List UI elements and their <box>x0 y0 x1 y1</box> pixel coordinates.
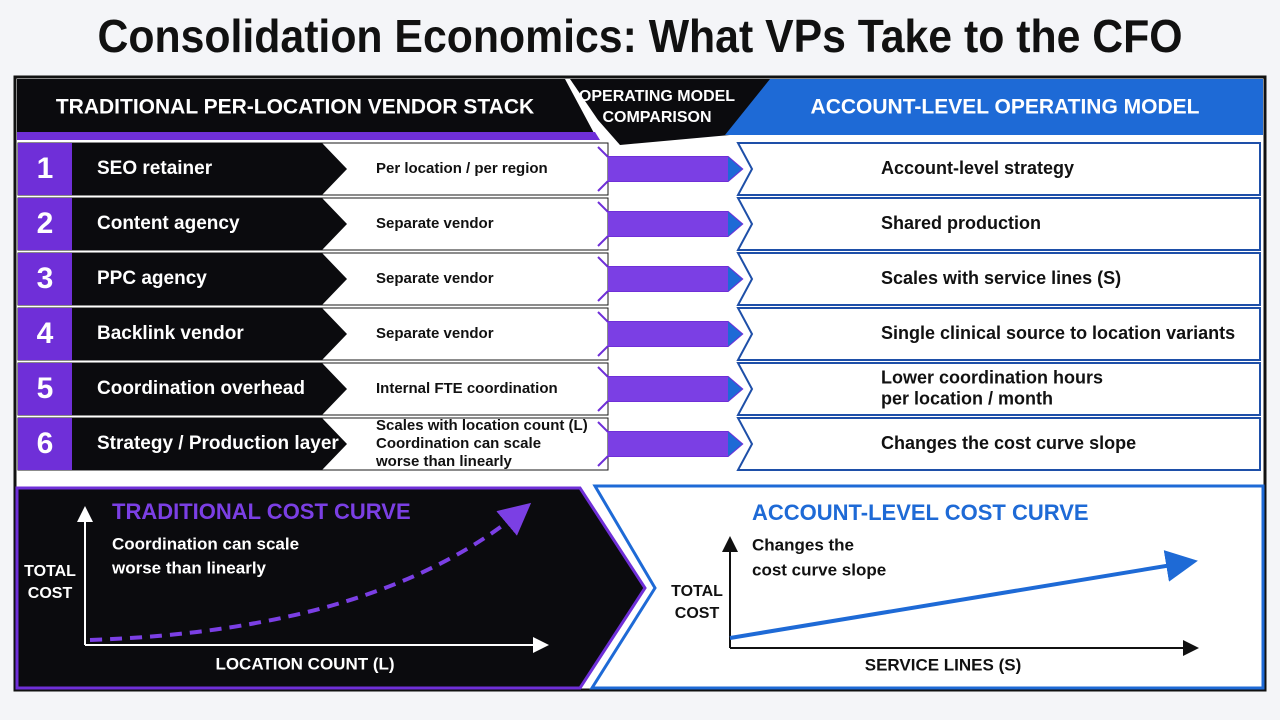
row-name: Coordination overhead <box>97 378 305 399</box>
row-connector-tip <box>728 377 742 401</box>
account-curve-note: cost curve slope <box>752 560 886 579</box>
row-detail: Internal FTE coordination <box>376 380 558 397</box>
row-connector-tip <box>728 212 742 236</box>
row-account-box <box>736 362 1261 416</box>
row-detail: Separate vendor <box>376 270 494 287</box>
row-connector-tip <box>728 322 742 346</box>
row-number: 3 <box>37 262 54 295</box>
y-axis-label: TOTAL <box>24 563 76 580</box>
y-axis-label: COST <box>28 585 73 602</box>
left-header-accent <box>17 132 600 140</box>
row-number-box <box>18 418 72 470</box>
traditional-curve <box>89 502 532 642</box>
row-detail: Separate vendor <box>376 215 494 232</box>
account-curve-title: ACCOUNT-LEVEL COST CURVE <box>752 500 1089 525</box>
left-header-band <box>17 79 595 135</box>
row-account: Single clinical source to location varia… <box>881 323 1235 343</box>
row-connector-bar <box>608 432 728 456</box>
row-connector-bar <box>608 212 728 236</box>
row-number: 2 <box>37 207 54 240</box>
row-detail: Per location / per region <box>376 160 548 177</box>
row-number-box <box>18 253 72 305</box>
row-connector-tip <box>728 267 742 291</box>
row-account-box <box>736 197 1261 251</box>
row-name-chevron <box>72 308 347 360</box>
row-connector-bar <box>608 377 728 401</box>
account-curve-note: Changes the <box>752 535 854 554</box>
row-connector-tip <box>728 432 742 456</box>
row-number: 5 <box>37 372 54 405</box>
row-detail: Coordination can scale <box>376 435 541 452</box>
right-header: ACCOUNT-LEVEL OPERATING MODEL <box>811 96 1200 119</box>
row-account-box <box>736 417 1261 471</box>
row-name: Content agency <box>97 213 240 234</box>
row-number-box <box>18 143 72 195</box>
row-number-box <box>18 198 72 250</box>
center-header-band <box>570 79 775 145</box>
center-header: OPERATING MODEL <box>579 88 735 105</box>
row-connector-bar <box>608 157 728 181</box>
traditional-curve-panel <box>15 486 647 690</box>
right-header-band <box>725 79 1263 135</box>
title: Consolidation Economics: What VPs Take t… <box>98 10 1183 62</box>
row-connector-bar <box>608 322 728 346</box>
row-number: 4 <box>37 317 54 350</box>
row-name: PPC agency <box>97 268 207 289</box>
row-account-box <box>736 307 1261 361</box>
row-number-box <box>18 308 72 360</box>
y-axis-label: COST <box>675 605 720 622</box>
row-account: Lower coordination hours <box>881 367 1103 387</box>
row-name: Backlink vendor <box>97 323 244 344</box>
traditional-curve-title: TRADITIONAL COST CURVE <box>112 499 411 524</box>
row-name: SEO retainer <box>97 158 213 179</box>
row-account: Shared production <box>881 213 1041 233</box>
row-name-chevron <box>72 363 347 415</box>
row-detail: Separate vendor <box>376 325 494 342</box>
row-name-chevron <box>72 143 347 195</box>
row-name: Strategy / Production layer <box>97 433 339 454</box>
row-account: Scales with service lines (S) <box>881 268 1121 288</box>
account-curve <box>729 550 1198 640</box>
traditional-curve-note: worse than linearly <box>111 558 267 577</box>
row-detail: Scales with location count (L) <box>376 417 588 434</box>
row-account: Account-level strategy <box>881 158 1074 178</box>
row-name-chevron <box>72 198 347 250</box>
row-connector-tip <box>728 157 742 181</box>
traditional-curve-note: Coordination can scale <box>112 534 299 553</box>
row-connector-bar <box>608 267 728 291</box>
row-number: 1 <box>37 152 54 185</box>
row-detail: worse than linearly <box>375 453 513 470</box>
x-axis-label: SERVICE LINES (S) <box>865 655 1022 674</box>
row-account: Changes the cost curve slope <box>881 433 1136 453</box>
x-axis-label: LOCATION COUNT (L) <box>215 654 394 673</box>
left-header: TRADITIONAL PER-LOCATION VENDOR STACK <box>56 96 534 119</box>
y-axis-label: TOTAL <box>671 583 723 600</box>
row-account: per location / month <box>881 388 1053 408</box>
row-name-chevron <box>72 253 347 305</box>
row-name-chevron <box>72 418 347 470</box>
row-account-box <box>736 142 1261 196</box>
row-number: 6 <box>37 427 54 460</box>
row-account-box <box>736 252 1261 306</box>
row-number-box <box>18 363 72 415</box>
account-curve-panel <box>589 484 1265 690</box>
center-header: COMPARISON <box>602 109 711 126</box>
